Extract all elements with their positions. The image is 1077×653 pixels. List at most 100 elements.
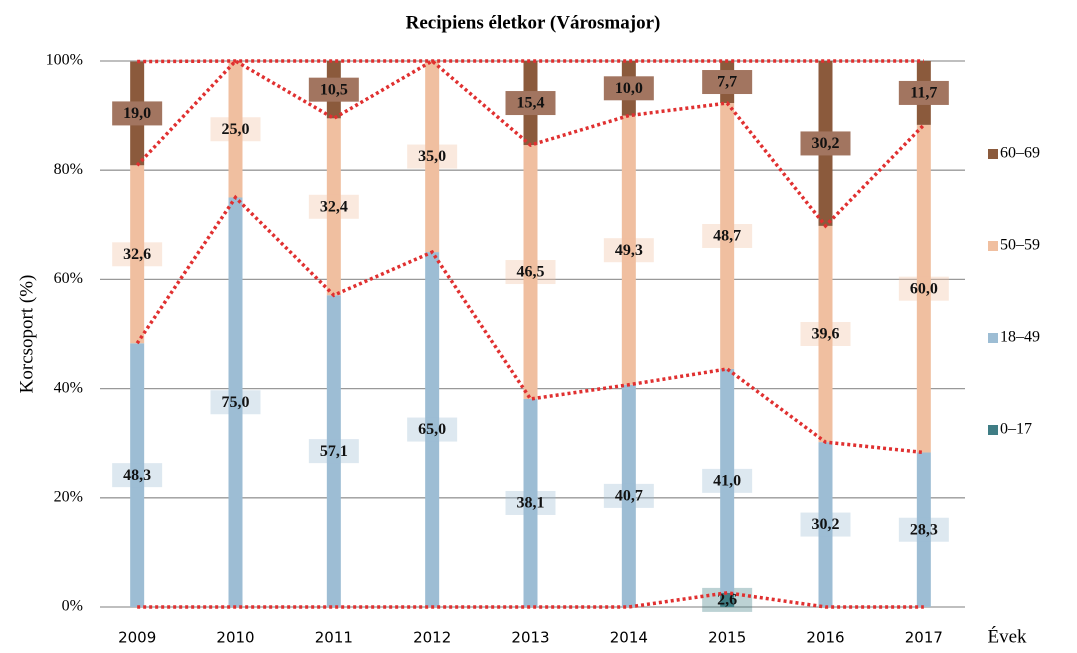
bar-segment <box>720 368 735 593</box>
connector-line <box>135 58 926 229</box>
data-label: 25,0 <box>210 117 261 142</box>
data-label-box <box>407 144 458 169</box>
legend-label: 60–69 <box>1000 145 1040 162</box>
bar-segment <box>720 592 735 607</box>
data-label-box <box>603 76 654 101</box>
data-label: 19,0 <box>112 101 163 126</box>
data-label-text: 48,7 <box>713 228 741 245</box>
data-label: 41,0 <box>702 468 753 493</box>
x-tick-label: 2012 <box>413 629 451 647</box>
data-label: 38,1 <box>505 490 556 515</box>
data-label-text: 11,7 <box>910 85 937 102</box>
x-tick-label: 2010 <box>216 629 254 647</box>
connector-line <box>137 59 924 64</box>
data-label-text: 57,1 <box>320 443 348 460</box>
y-tick-label: 80% <box>54 161 83 178</box>
x-tick-label: 2014 <box>610 629 648 647</box>
data-label-text: 35,0 <box>418 148 446 165</box>
bar-segment <box>326 295 341 607</box>
data-label-text: 41,0 <box>713 473 741 490</box>
data-label: 40,7 <box>603 483 654 508</box>
data-label-text: 15,4 <box>517 95 545 112</box>
data-label: 10,5 <box>308 77 359 102</box>
bar-segment <box>523 145 538 399</box>
data-label-box <box>210 390 261 415</box>
y-tick-label: 0% <box>62 598 83 615</box>
x-tick-label: 2011 <box>315 629 353 647</box>
data-label: 39,6 <box>800 322 851 346</box>
data-label: 48,3 <box>112 463 163 488</box>
data-label-box <box>898 80 949 105</box>
data-label-text: 28,3 <box>910 521 938 538</box>
data-label: 46,5 <box>505 260 556 285</box>
y-tick-label: 40% <box>54 379 83 396</box>
data-label: 32,4 <box>308 194 359 219</box>
data-label: 65,0 <box>407 417 458 442</box>
data-label-text: 49,3 <box>615 242 643 259</box>
data-label-box <box>800 131 851 156</box>
data-label-text: 7,7 <box>717 74 737 91</box>
data-label-text: 10,0 <box>615 80 643 97</box>
data-label-text: 19,0 <box>123 105 151 122</box>
data-label-box <box>898 517 949 542</box>
data-label-box <box>800 512 851 537</box>
bar-segment <box>425 252 440 607</box>
legend-swatch <box>988 333 998 343</box>
data-label: 28,3 <box>898 517 949 542</box>
data-label: 60,0 <box>898 276 949 301</box>
data-label: 10,0 <box>603 76 654 101</box>
data-label: 7,7 <box>702 70 753 95</box>
x-tick-label: 2015 <box>708 629 746 647</box>
data-label-text: 38,1 <box>517 495 545 512</box>
data-label: 75,0 <box>210 390 261 415</box>
data-label-box <box>112 463 163 488</box>
data-label-box <box>505 490 556 515</box>
x-tick-label: 2016 <box>806 629 844 647</box>
data-label-box <box>603 483 654 508</box>
connector-line <box>135 194 925 455</box>
data-label-box <box>112 101 163 126</box>
y-tick-label: 100% <box>46 52 83 69</box>
data-label: 30,2 <box>800 512 851 537</box>
bar-segment <box>326 118 341 296</box>
data-label-text: 30,2 <box>812 135 840 152</box>
bar-segment <box>130 343 145 607</box>
data-label-text: 25,0 <box>222 121 250 138</box>
data-label-text: 60,0 <box>910 280 938 297</box>
data-label: 15,4 <box>505 91 556 116</box>
legend-swatch <box>988 149 998 159</box>
y-axis-label: Korcsoport (%) <box>16 275 37 394</box>
data-label-box <box>898 276 949 301</box>
x-tick-label: 2009 <box>118 629 156 647</box>
legend-label: 50–59 <box>1000 237 1040 254</box>
data-label-box <box>308 439 359 464</box>
bar-segment <box>130 165 145 344</box>
bar-segment <box>720 103 735 369</box>
data-label-text: 40,7 <box>615 488 643 505</box>
data-label-text: 46,5 <box>517 264 545 281</box>
data-label-box <box>210 117 261 142</box>
legend-swatch <box>988 241 998 251</box>
data-label-text: 32,6 <box>123 246 151 263</box>
legend-label: 0–17 <box>1000 421 1032 438</box>
bar-segment <box>621 115 636 385</box>
data-label-box <box>407 417 458 442</box>
data-label-box <box>702 223 753 248</box>
data-label-box <box>308 194 359 219</box>
data-label: 48,7 <box>702 223 753 248</box>
data-label-text: 32,4 <box>320 198 348 215</box>
data-label-text: 75,0 <box>222 394 250 411</box>
legend-label: 18–49 <box>1000 329 1040 346</box>
data-label: 57,1 <box>308 439 359 464</box>
data-label-box <box>112 242 163 267</box>
data-label: 32,6 <box>112 242 163 267</box>
data-label-box <box>308 77 359 102</box>
data-label-text: 48,3 <box>123 467 151 484</box>
bar-segment <box>523 398 538 607</box>
data-label-text: 65,0 <box>418 421 446 438</box>
data-label: 49,3 <box>603 238 654 263</box>
data-label-text: 39,6 <box>812 326 840 343</box>
data-label: 30,2 <box>800 131 851 156</box>
bar-segment <box>916 124 931 453</box>
chart-title: Recipiens életkor (Városmajor) <box>406 12 661 33</box>
